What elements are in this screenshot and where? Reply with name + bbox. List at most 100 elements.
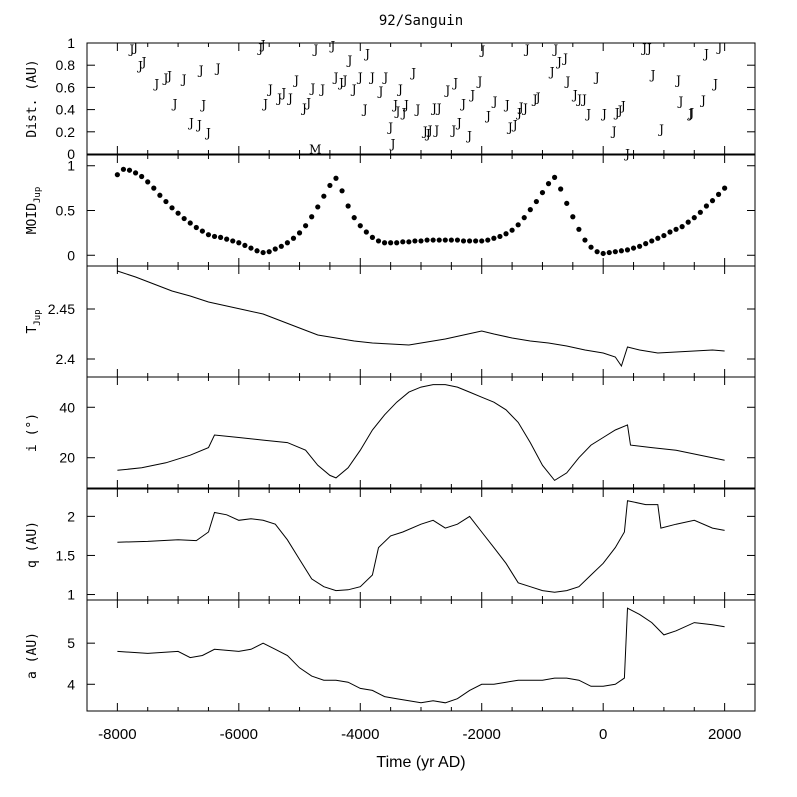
- marker-j: J: [363, 47, 370, 61]
- marker-j: J: [564, 75, 571, 89]
- x-tick-label: 0: [599, 726, 607, 743]
- x-tick-label: -2000: [463, 726, 501, 743]
- y-axis-label: i (°): [25, 413, 40, 452]
- marker-j: J: [491, 95, 498, 109]
- marker-j: J: [468, 88, 475, 102]
- marker-j: J: [548, 65, 555, 79]
- marker-j: J: [195, 118, 202, 132]
- marker-j: J: [187, 116, 194, 130]
- marker-j: J: [197, 64, 204, 78]
- moid-point: [157, 192, 163, 198]
- marker-j: J: [171, 97, 178, 111]
- moid-point: [327, 182, 333, 189]
- marker-j: J: [350, 83, 357, 97]
- moid-point: [697, 209, 703, 215]
- marker-j: J: [279, 86, 286, 100]
- moid-point: [460, 238, 467, 244]
- y-tick-label: 20: [59, 450, 75, 466]
- marker-j: J: [616, 104, 623, 118]
- x-tick-label: 2000: [708, 726, 741, 743]
- moid-point: [521, 215, 527, 221]
- marker-j: J: [402, 98, 409, 112]
- marker-j: J: [475, 75, 482, 89]
- moid-point: [637, 243, 643, 249]
- marker-j: J: [275, 91, 282, 105]
- moid-point: [151, 185, 157, 191]
- y-tick-label: 0.4: [56, 102, 76, 118]
- y-tick-label: 2.4: [56, 351, 76, 367]
- marker-j: J: [534, 90, 541, 104]
- marker-j: J: [140, 55, 147, 69]
- panel-moid: 0 0.5 1 MOIDJup: [25, 154, 756, 267]
- panel-frame: [86, 376, 756, 489]
- marker-j: J: [521, 101, 528, 115]
- marker-j: J: [414, 102, 421, 116]
- moid-point: [230, 238, 236, 244]
- marker-j: J: [430, 101, 437, 115]
- marker-j: J: [459, 97, 466, 111]
- moid-point: [260, 249, 266, 256]
- marker-j: J: [511, 118, 518, 132]
- moid-point: [473, 238, 479, 244]
- moid-point: [394, 240, 400, 246]
- marker-j: J: [368, 70, 375, 84]
- marker-j: J: [400, 106, 407, 120]
- marker-j: J: [649, 68, 656, 82]
- marker-j: J: [699, 94, 706, 108]
- marker-j: J: [381, 70, 388, 84]
- panel-tjup: 2.4 2.45 TJup: [25, 265, 756, 378]
- marker-j: J: [687, 106, 694, 120]
- moid-point: [139, 173, 145, 180]
- moid-point: [600, 250, 606, 257]
- panel-a: 4 5 a (AU): [25, 599, 756, 712]
- series-line-incl: [117, 384, 725, 482]
- series-line-tjup: [117, 270, 725, 368]
- x-axis-ticks: -8000 -6000 -4000 -2000 0 2000: [98, 726, 741, 743]
- y-tick-label: 0.6: [56, 79, 76, 95]
- panel-frame: [86, 42, 756, 155]
- moid-point: [539, 189, 546, 196]
- y-tick-label: 1: [67, 158, 75, 174]
- moid-point: [163, 198, 169, 205]
- marker-j: J: [128, 43, 135, 57]
- moid-point: [612, 249, 618, 255]
- marker-j: J: [449, 124, 456, 138]
- marker-j: J: [356, 70, 363, 84]
- marker-j: J: [715, 40, 722, 54]
- marker-j: J: [451, 76, 458, 90]
- moid-point: [527, 207, 533, 213]
- moid-point: [175, 210, 181, 216]
- marker-j: J: [377, 85, 384, 99]
- moid-point: [576, 226, 582, 232]
- moid-point: [296, 230, 303, 236]
- moid-point: [333, 175, 339, 181]
- marker-j: J: [523, 43, 530, 57]
- marker-j: J: [361, 102, 368, 116]
- x-tick-label: -8000: [98, 726, 136, 743]
- y-tick-label: 2: [67, 508, 75, 524]
- marker-j: J: [286, 91, 293, 105]
- marker-j: J: [561, 51, 568, 65]
- moid-point: [679, 224, 685, 230]
- moid-point: [630, 245, 637, 251]
- marker-j: J: [645, 41, 652, 55]
- marker-j: J: [517, 100, 524, 114]
- y-axis-label-main: q (AU): [25, 521, 40, 568]
- marker-j: J: [214, 61, 221, 75]
- moid-point: [491, 235, 497, 241]
- marker-j: J: [318, 83, 325, 97]
- marker-j: J: [180, 73, 187, 87]
- moid-point: [181, 215, 187, 222]
- y-tick-label: 0.8: [56, 57, 76, 73]
- moid-point: [673, 226, 679, 232]
- moid-point: [169, 205, 175, 211]
- marker-j: J: [304, 96, 311, 110]
- series-line-q: [117, 500, 725, 593]
- marker-j: J: [711, 77, 718, 91]
- moid-point: [466, 238, 473, 244]
- marker-j: J: [515, 106, 522, 120]
- y-tick-label: 4: [67, 676, 75, 692]
- moid-point: [406, 239, 412, 245]
